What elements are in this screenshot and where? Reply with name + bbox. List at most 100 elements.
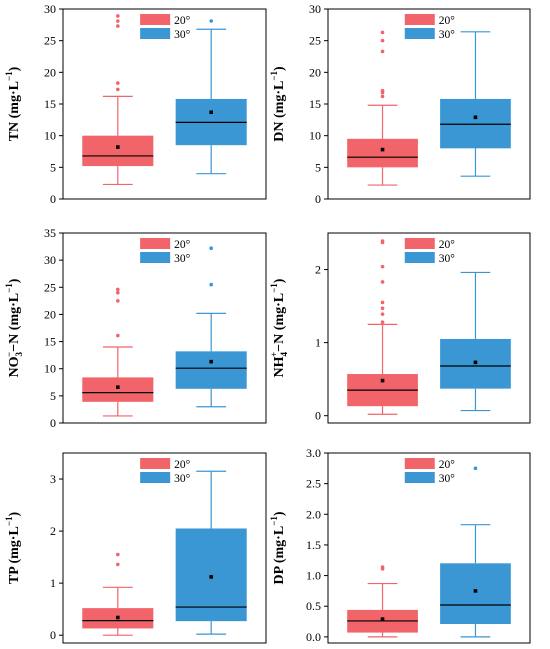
y-tick-label: 0 (50, 192, 56, 206)
outlier-point (380, 306, 385, 311)
outlier-point (380, 49, 385, 54)
y-tick-label: 1.0 (306, 569, 321, 583)
box-30 (440, 271, 511, 412)
y-axis-label: NO3−−N (mg·L−1) (4, 278, 24, 377)
box-30 (175, 246, 247, 408)
outlier-point (380, 30, 385, 35)
mean-marker (473, 360, 478, 365)
legend-label: 30° (174, 253, 191, 265)
y-tick-label: 3.0 (306, 446, 321, 460)
outlier-point (116, 24, 120, 28)
y-tick-label: 2.5 (306, 477, 321, 491)
y-tick-label: 1 (315, 336, 321, 350)
outlier-point (116, 81, 120, 85)
iqr-box (440, 563, 511, 624)
y-tick-label: 5 (315, 160, 321, 174)
panel-dn: 0 5 10 15 20 25 30 DN (mg·L−1) 20° 30° (269, 2, 531, 206)
outlier-point (380, 565, 385, 569)
outlier-point (116, 14, 120, 18)
legend-label: 30° (174, 29, 191, 41)
outlier-point (209, 246, 213, 250)
y-tick-label: 25 (44, 280, 56, 294)
legend-swatch (404, 458, 435, 469)
y-tick-label: 10 (44, 362, 56, 376)
y-tick-label: 15 (44, 335, 56, 349)
plot-frame (62, 232, 267, 424)
panel-no3-n: 0 5 10 15 20 25 30 35 NO3−−N (mg·L−1) 20° 30° (4, 226, 267, 430)
legend-swatch (140, 28, 171, 39)
legend-swatch (140, 238, 171, 249)
legend-swatch (404, 14, 435, 25)
outlier-point (116, 333, 120, 338)
mean-marker (473, 115, 478, 120)
box-20 (82, 287, 154, 417)
y-tick-label: 2.0 (306, 507, 321, 521)
y-tick-label: 3 (50, 472, 56, 486)
outlier-point (380, 264, 385, 269)
y-tick-label: 25 (309, 34, 321, 48)
box-20 (347, 239, 418, 415)
y-tick-label: 2 (315, 263, 321, 277)
outlier-point (380, 38, 385, 43)
outlier-point (116, 290, 120, 295)
mean-marker (380, 378, 385, 383)
y-tick-label: 20 (309, 65, 321, 79)
outlier-point (380, 94, 385, 99)
legend-label: 20° (439, 239, 456, 251)
legend-label: 20° (174, 239, 191, 251)
legend-label: 20° (439, 459, 456, 471)
mean-marker (209, 575, 213, 579)
legend-swatch (404, 28, 435, 39)
y-tick-label: 35 (44, 226, 56, 240)
y-axis-label: NH4+−N (mg·L−1) (269, 278, 289, 377)
outlier-point (380, 239, 385, 243)
outlier-point (380, 312, 385, 316)
y-axis-label: DP (mg·L−1) (269, 511, 287, 584)
outlier-point (209, 19, 213, 23)
y-tick-label: 10 (309, 129, 321, 143)
legend-label: 20° (439, 15, 456, 27)
box-20 (347, 30, 418, 186)
outlier-point (380, 280, 385, 284)
y-axis-label: TP (mg·L−1) (4, 512, 22, 585)
legend-swatch (140, 252, 171, 263)
outlier-point (380, 320, 385, 324)
plot-frame (327, 452, 531, 644)
outlier-point (209, 282, 213, 287)
outlier-point (116, 19, 120, 23)
legend-swatch (404, 472, 435, 483)
y-tick-label: 1 (50, 576, 56, 590)
outlier-point (380, 300, 385, 305)
box-20 (82, 14, 154, 186)
legend-swatch (404, 238, 435, 249)
mean-marker (116, 385, 120, 389)
box-30 (175, 19, 247, 175)
outlier-point (116, 562, 120, 567)
iqr-box (82, 377, 154, 402)
plot-frame (62, 8, 267, 200)
panel-tn: 0 5 10 15 20 25 30 TN (mg·L−1) 20° 30° (4, 2, 267, 206)
y-tick-label: 2 (50, 524, 56, 538)
box-30 (175, 470, 247, 635)
panel-tp: 0 1 2 3 TP (mg·L−1) 20° 30° (4, 452, 267, 644)
legend-label: 30° (439, 253, 456, 265)
legend-swatch (140, 472, 171, 483)
plot-frame (327, 232, 531, 424)
panel-dp: 0.0 0.5 1.0 1.5 2.0 2.5 3.0 DP (mg·L−1) 20° 30° (269, 446, 531, 644)
outlier-point (116, 87, 120, 92)
legend-swatch (404, 252, 435, 263)
y-axis-label: DN (mg·L−1) (269, 66, 287, 142)
y-tick-label: 0.5 (306, 599, 321, 613)
legend-swatch (140, 14, 171, 25)
y-tick-label: 10 (44, 129, 56, 143)
legend-label: 20° (174, 459, 191, 471)
mean-marker (209, 359, 213, 364)
y-tick-label: 20 (44, 65, 56, 79)
y-tick-label: 5 (50, 160, 56, 174)
y-tick-label: 0 (315, 192, 321, 206)
iqr-box (347, 138, 418, 168)
mean-marker (116, 615, 120, 620)
mean-marker (380, 147, 385, 152)
box-30 (440, 31, 511, 177)
